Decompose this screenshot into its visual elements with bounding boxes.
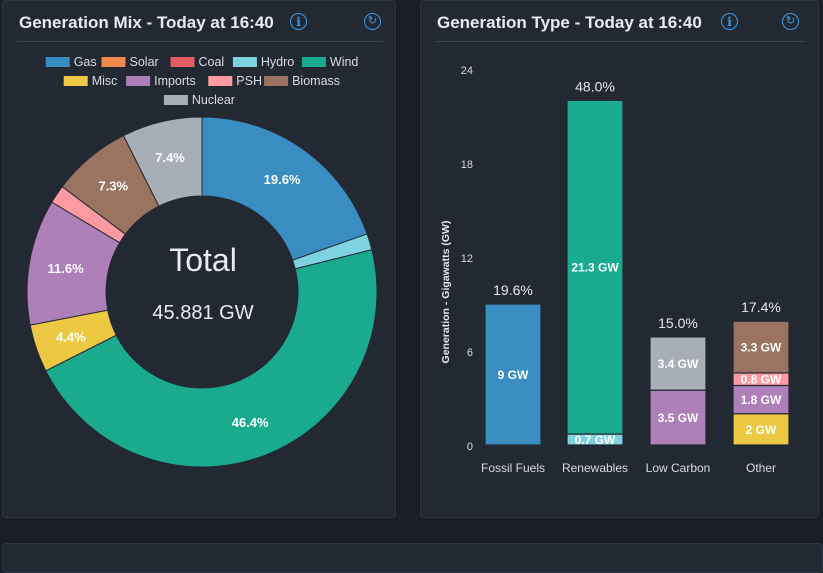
- legend-swatch-coal[interactable]: [170, 57, 195, 67]
- refresh-icon[interactable]: ↻: [364, 13, 381, 30]
- pie-label-misc: 4.4%: [56, 330, 86, 345]
- bar-segment-label: 3.3 GW: [741, 341, 782, 355]
- info-icon[interactable]: i: [290, 13, 307, 30]
- bar-segment-nuclear[interactable]: [649, 336, 707, 391]
- legend-label-misc[interactable]: Misc: [92, 74, 118, 88]
- generation-type-panel: Generation Type - Today at 16:40 i ↻ 0 6 1…: [420, 0, 819, 518]
- generation-type-title: Generation Type - Today at 16:40: [437, 13, 702, 32]
- legend-swatch-psh[interactable]: [208, 76, 233, 86]
- legend-label-biomass[interactable]: Biomass: [292, 74, 340, 88]
- generation-type-chart: 0 6 12 18 24 Generation - Gigawatts (GW) 9 GW 1…: [440, 65, 790, 475]
- header-divider: [17, 41, 383, 42]
- x-tick-label: Fossil Fuels: [481, 461, 545, 475]
- legend-label-gas[interactable]: Gas: [74, 55, 97, 69]
- legend-label-nuclear[interactable]: Nuclear: [192, 93, 235, 107]
- bar-segment-misc[interactable]: [732, 413, 790, 446]
- legend-swatch-nuclear[interactable]: [163, 95, 188, 105]
- legend-swatch-imports[interactable]: [126, 76, 151, 86]
- info-icon[interactable]: i: [721, 13, 738, 30]
- bar-segment-biomass[interactable]: [732, 320, 790, 374]
- y-tick-label: 24: [461, 65, 473, 77]
- legend-swatch-solar[interactable]: [101, 57, 126, 67]
- generation-mix-title: Generation Mix - Today at 16:40: [19, 13, 274, 32]
- x-tick-label: Renewables: [562, 461, 628, 475]
- bar-segment-label: 1.8 GW: [741, 393, 782, 407]
- y-tick-label: 12: [461, 253, 473, 265]
- legend-swatch-misc[interactable]: [63, 76, 88, 86]
- bar-segment-label: 2 GW: [746, 423, 777, 437]
- bar-segment-gas[interactable]: [484, 303, 542, 446]
- legend-label-imports[interactable]: Imports: [154, 74, 196, 88]
- legend-swatch-hydro[interactable]: [232, 57, 257, 67]
- bottom-panel: [2, 543, 823, 573]
- x-tick-label: Low Carbon: [646, 461, 711, 475]
- bar-total-label: 48.0%: [575, 78, 615, 94]
- bar-segment-label: 3.5 GW: [658, 411, 699, 425]
- y-axis-label: Generation - Gigawatts (GW): [440, 221, 452, 364]
- legend-swatch-biomass[interactable]: [264, 76, 289, 86]
- header-divider: [435, 41, 806, 42]
- pie-label-wind: 46.4%: [232, 415, 269, 430]
- pie-slice-gas[interactable]: [201, 116, 368, 261]
- legend-label-wind[interactable]: Wind: [330, 55, 359, 69]
- pie-slice-wind[interactable]: [45, 249, 378, 468]
- legend-swatch-wind[interactable]: [301, 57, 326, 67]
- pie-label-nuclear: 7.4%: [155, 150, 185, 165]
- pie-label-biomass: 7.3%: [98, 179, 128, 194]
- center-total-label: Total: [169, 242, 237, 278]
- pie-slice-nuclear[interactable]: [122, 116, 203, 207]
- legend-swatch-gas[interactable]: [45, 57, 70, 67]
- bar-segment-imports[interactable]: [649, 389, 707, 446]
- legend-label-psh[interactable]: PSH: [236, 74, 262, 88]
- legend-label-hydro[interactable]: Hydro: [261, 55, 294, 69]
- pie-label-gas: 19.6%: [264, 172, 301, 187]
- bar-total-label: 19.6%: [493, 282, 533, 298]
- generation-mix-chart: Gas Solar Coal Hydro Wind Misc Imports PSH Bioma…: [26, 55, 378, 468]
- bar-segment-label: 9 GW: [498, 368, 529, 382]
- bar-segment-label: 0.7 GW: [575, 433, 616, 447]
- y-tick-label: 0: [467, 441, 473, 453]
- bar-segment-label: 3.4 GW: [658, 357, 699, 371]
- legend-label-coal[interactable]: Coal: [199, 55, 225, 69]
- bar-total-label: 15.0%: [658, 315, 698, 331]
- refresh-icon[interactable]: ↻: [782, 13, 799, 30]
- bar-total-label: 17.4%: [741, 299, 781, 315]
- center-total-value: 45.881 GW: [152, 302, 253, 324]
- x-tick-label: Other: [746, 461, 776, 475]
- y-tick-label: 6: [467, 347, 473, 359]
- bar-segment-wind[interactable]: [566, 99, 624, 435]
- bar-segment-imports[interactable]: [732, 384, 790, 415]
- legend-label-solar[interactable]: Solar: [130, 55, 159, 69]
- generation-mix-panel: Generation Mix - Today at 16:40 i ↻ Gas S…: [2, 0, 396, 518]
- y-tick-label: 18: [461, 159, 473, 171]
- bar-segment-label: 21.3 GW: [571, 261, 619, 275]
- bar-segment-label: 0.8 GW: [741, 373, 782, 387]
- pie-label-imports: 11.6%: [48, 261, 85, 276]
